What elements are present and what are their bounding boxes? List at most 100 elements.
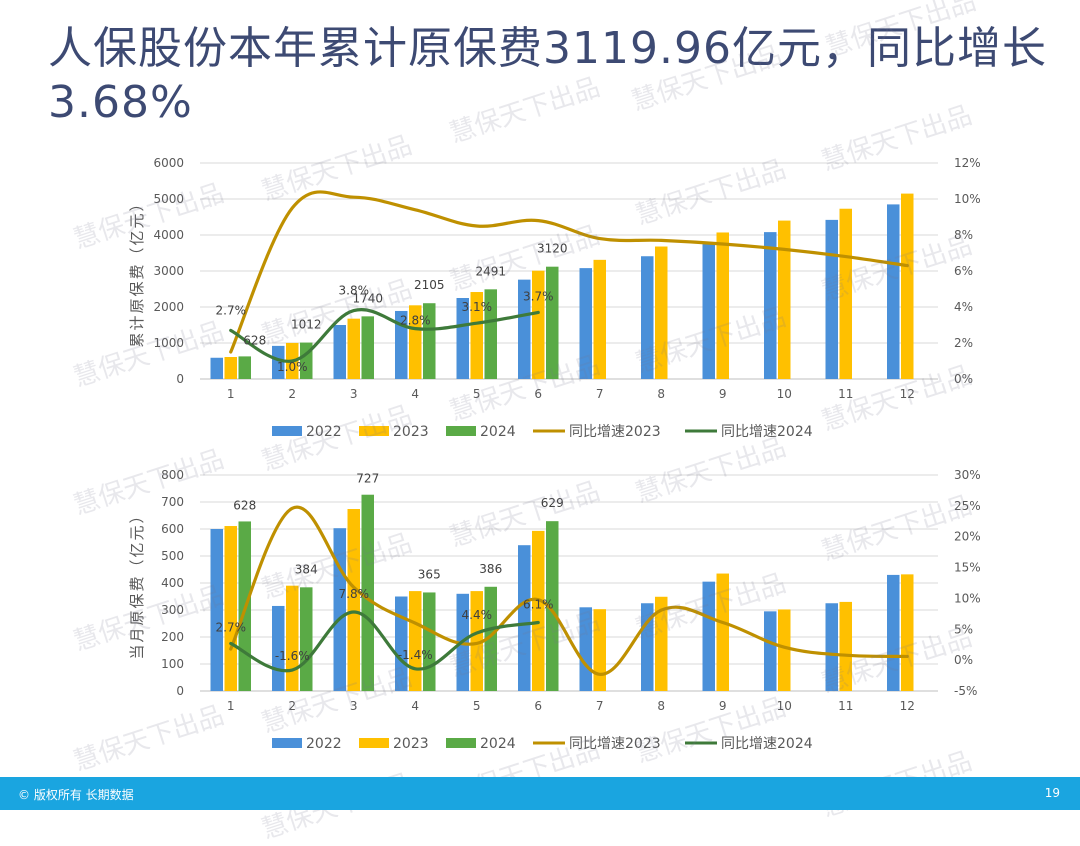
legend-label: 2022 [306, 736, 342, 752]
x-tick-label: 3 [350, 387, 358, 401]
line-同比增速2023 [229, 190, 909, 354]
y2-tick-label: 12% [954, 156, 981, 170]
y2-tick-label: 6% [954, 264, 973, 278]
bar-2023 [409, 591, 422, 691]
y2-tick-label: 25% [954, 499, 981, 513]
bar-2023 [593, 259, 606, 379]
y2-tick-label: 8% [954, 228, 973, 242]
x-tick-label: 12 [900, 699, 915, 713]
line-同比增速2023 [229, 505, 909, 676]
bar-2023 [532, 530, 545, 691]
x-tick-label: 2 [288, 387, 296, 401]
x-tick-label: 9 [719, 699, 727, 713]
legend-swatch-2022 [272, 426, 302, 436]
bar-data-label: 2491 [475, 264, 506, 278]
x-tick-label: 8 [657, 699, 665, 713]
y-tick-label: 300 [161, 603, 184, 617]
y2-tick-label: 30% [954, 468, 981, 482]
legend-label: 同比增速2023 [569, 424, 661, 440]
y-tick-label: 200 [161, 630, 184, 644]
bar-2023 [224, 357, 237, 379]
line-data-label: 2.7% [216, 303, 247, 317]
x-tick-label: 9 [719, 387, 727, 401]
y-tick-label: 0 [176, 372, 184, 386]
x-tick-label: 10 [777, 387, 792, 401]
y-axis-label: 当月原保费（亿元） [128, 506, 146, 659]
x-tick-label: 4 [411, 699, 419, 713]
bar-2023 [286, 585, 299, 691]
x-tick-label: 7 [596, 387, 604, 401]
bar-2022 [333, 528, 346, 691]
legend-label: 2023 [393, 424, 429, 440]
bar-2022 [887, 204, 900, 379]
bar-2022 [210, 357, 223, 379]
monthly-premium-chart: 0 100 200 300 400 500 600 700 800 -5% 0% 5% 10% 15% 20… [128, 468, 981, 752]
bar-2023 [347, 509, 360, 691]
y-tick-label: 500 [161, 549, 184, 563]
bar-2022 [764, 232, 777, 379]
x-tick-label: 2 [288, 699, 296, 713]
bar-2023 [655, 596, 668, 691]
y2-tick-label: 20% [954, 530, 981, 544]
bar-2024 [238, 356, 251, 379]
legend-swatch-2024 [446, 738, 476, 748]
y2-tick-label: 5% [954, 622, 973, 636]
bar-data-label: 386 [479, 562, 502, 576]
bar-2023 [470, 591, 483, 691]
line-data-label: 6.1% [523, 597, 554, 611]
legend-label: 同比增速2024 [721, 736, 813, 752]
bar-2022 [579, 268, 592, 379]
x-tick-label: 1 [227, 387, 235, 401]
line-data-label: -1.4% [398, 648, 433, 662]
legend-label: 同比增速2024 [721, 424, 813, 440]
x-tick-label: 1 [227, 699, 235, 713]
bar-2022 [518, 545, 531, 691]
bar-2022 [825, 603, 838, 691]
legend-label: 2024 [480, 424, 516, 440]
legend-label: 2024 [480, 736, 516, 752]
legend-swatch-2024 [446, 426, 476, 436]
bar-2023 [778, 609, 791, 691]
bar-data-label: 628 [233, 498, 256, 512]
bar-2024 [484, 586, 497, 691]
line-data-label: 3.7% [523, 289, 554, 303]
line-data-label: 2.8% [400, 314, 431, 328]
bar-2022 [272, 345, 285, 379]
footer-copyright: © 版权所有 长期数据 [18, 788, 134, 802]
page-title: 人保股份本年累计原保费3119.96亿元，同比增长3.68% [48, 23, 1047, 128]
bar-data-label: 365 [418, 567, 441, 581]
y-tick-label: 700 [161, 495, 184, 509]
legend-swatch-2023 [359, 738, 389, 748]
x-tick-label: 8 [657, 387, 665, 401]
bar-data-label: 628 [243, 333, 266, 347]
bar-2022 [641, 256, 654, 379]
legend-swatch-2023 [359, 426, 389, 436]
line-data-label: 4.4% [462, 608, 493, 622]
y-tick-label: 5000 [153, 192, 184, 206]
y-tick-label: 6000 [153, 156, 184, 170]
bar-2024 [546, 521, 559, 691]
bar-2022 [579, 607, 592, 691]
bar-2022 [764, 611, 777, 691]
bar-2022 [518, 279, 531, 379]
line-data-label: 3.1% [462, 300, 493, 314]
bar-2023 [901, 193, 914, 379]
bar-2022 [702, 243, 715, 379]
y2-tick-label: 4% [954, 300, 973, 314]
line-同比增速2024 [229, 610, 540, 673]
legend-label: 2023 [393, 736, 429, 752]
y-tick-label: 1000 [153, 336, 184, 350]
bar-data-label: 3120 [537, 242, 568, 256]
bar-2022 [887, 574, 900, 691]
bar-data-label: 2105 [414, 278, 445, 292]
y2-tick-label: 0% [954, 372, 973, 386]
y2-tick-label: 15% [954, 561, 981, 575]
x-tick-label: 11 [838, 387, 853, 401]
bar-2022 [702, 581, 715, 691]
x-tick-label: 7 [596, 699, 604, 713]
x-tick-label: 5 [473, 387, 481, 401]
line-同比增速2024 [229, 308, 540, 363]
bar-data-label: 1740 [352, 291, 383, 305]
y-tick-label: 600 [161, 522, 184, 536]
line-data-label: 7.8% [339, 587, 370, 601]
